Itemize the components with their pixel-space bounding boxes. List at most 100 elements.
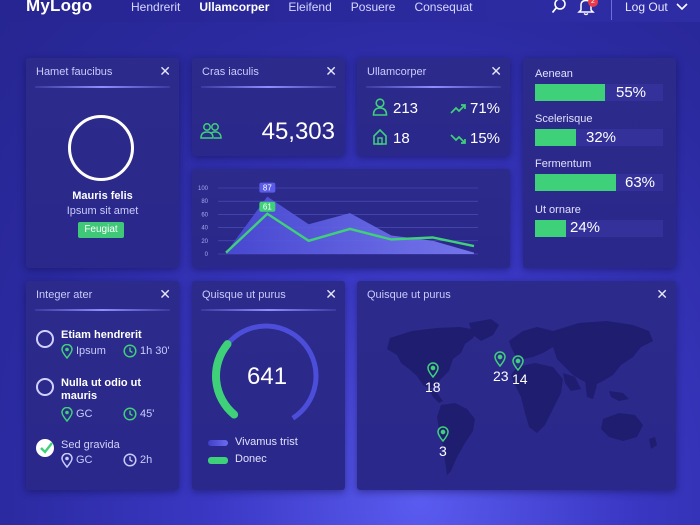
main-nav: Hendrerit Ullamcorper Eleifend Posuere C… [131, 0, 492, 14]
close-icon[interactable]: ✕ [656, 286, 668, 302]
chart-badge-top [259, 182, 276, 193]
chart-data-label: 87 [263, 184, 272, 193]
trend-down-icon [450, 134, 466, 144]
panel-divider [35, 86, 170, 88]
progress-track-aenean [535, 84, 663, 101]
tasks-panel: Integer ater ✕ Etiam hendrerit Ipsum 1h … [26, 281, 179, 490]
chevron-down-icon[interactable] [675, 1, 689, 13]
tasks-panel-title: Integer ater [36, 289, 93, 301]
progress-label-fermentum: Fermentum [535, 158, 592, 170]
nav-hendrerit[interactable]: Hendrerit [131, 0, 181, 14]
area-chart-panel: 100 80 60 40 20 0 87 61 [192, 169, 510, 268]
progress-track-fermentum [535, 174, 663, 191]
map-pin-icon[interactable] [494, 351, 506, 368]
chart-line-series [225, 212, 475, 254]
checkmark-icon [40, 442, 53, 454]
chart-tick-label: 40 [201, 226, 208, 232]
map-marker-label: 18 [425, 379, 441, 395]
task-place: GC [76, 454, 93, 466]
logo[interactable]: MyLogo [26, 0, 93, 15]
progress-label-aenean: Aenean [535, 68, 573, 80]
world-map [387, 319, 657, 475]
chart-tick-label: 20 [201, 239, 208, 245]
progress-fill-scelerisque [535, 129, 576, 146]
nav-consequat[interactable]: Consequat [414, 0, 473, 14]
gauge-panel: Quisque ut purus ✕ 641 Vivamus trist Don… [192, 281, 345, 490]
stat-down-value: 15% [470, 130, 501, 147]
progress-label-scelerisque: Scelerisque [535, 113, 593, 125]
close-icon[interactable]: ✕ [325, 286, 337, 302]
map-marker-label: 14 [512, 371, 528, 387]
gauge-panel-title: Quisque ut purus [202, 289, 286, 301]
task-checkbox-checked[interactable] [36, 439, 54, 457]
users-group-icon [200, 123, 222, 139]
avatar [68, 115, 134, 181]
chart-tick-label: 80 [201, 199, 208, 205]
map-markers [427, 351, 524, 443]
header-divider [611, 0, 612, 20]
progress-track-ut-ornare [535, 220, 663, 237]
progress-fill-fermentum [535, 174, 616, 191]
clock-icon [123, 453, 137, 467]
progress-fill-aenean [535, 84, 606, 101]
close-icon[interactable]: ✕ [159, 63, 171, 79]
progress-value-scelerisque: 32% [586, 129, 617, 146]
stat-homes-value: 18 [393, 130, 410, 147]
user-icon [372, 98, 388, 116]
progress-fill-ut-ornare [535, 220, 566, 237]
map-marker-label: 23 [493, 368, 509, 384]
stats-panel-title: Ullamcorper [367, 66, 427, 78]
gauge-value: 641 [247, 363, 288, 390]
users-panel: Cras iaculis ✕ 45,303 [192, 58, 345, 156]
map-pin-icon[interactable] [437, 426, 449, 443]
close-icon[interactable]: ✕ [159, 286, 171, 302]
legend-label-vivamus: Vivamus trist [235, 436, 298, 448]
task-title: Nulla ut odio ut mauris [61, 377, 142, 402]
top-bar [0, 0, 700, 22]
nav-posuere[interactable]: Posuere [350, 0, 396, 14]
gauge-fill [212, 340, 239, 419]
close-icon[interactable]: ✕ [325, 63, 337, 79]
gauge-chart [212, 323, 319, 421]
feugiat-button[interactable]: Feugiat [78, 222, 124, 238]
stats-panel: Ullamcorper ✕ 213 71% 18 15% [357, 58, 510, 156]
close-icon[interactable]: ✕ [490, 63, 502, 79]
nav-ullamcorper[interactable]: Ullamcorper [199, 0, 270, 14]
profile-panel-title: Hamet faucibus [36, 66, 113, 78]
area-chart: 100 80 60 40 20 0 87 61 [198, 182, 478, 258]
progress-value-aenean: 55% [616, 84, 647, 101]
panel-divider [201, 309, 336, 311]
task-time: 1h 30' [140, 345, 170, 357]
chart-tick-label: 60 [201, 212, 208, 218]
task-title: Etiam hendrerit [61, 329, 142, 341]
progress-value-fermentum: 63% [625, 174, 656, 191]
map-marker-label: 3 [439, 443, 447, 459]
search-icon[interactable] [551, 0, 567, 16]
location-pin-icon [61, 407, 73, 422]
logout-link[interactable]: Log Out [625, 0, 668, 14]
chart-badge-bottom [259, 201, 276, 212]
clock-icon [123, 407, 137, 421]
progress-panel: Aenean 55% Scelerisque 32% Fermentum 63%… [523, 58, 676, 268]
nav-eleifend[interactable]: Eleifend [288, 0, 332, 14]
chart-data-label: 61 [263, 203, 272, 212]
task-place: Ipsum [76, 345, 106, 357]
home-icon [373, 128, 387, 145]
stat-up-value: 71% [470, 100, 501, 117]
location-pin-icon [61, 453, 73, 468]
profile-panel: Hamet faucibus ✕ Mauris felis Ipsum sit … [26, 58, 179, 268]
users-panel-title: Cras iaculis [202, 66, 259, 78]
task-title: Sed gravida [61, 439, 120, 451]
trend-up-icon [450, 104, 466, 114]
legend-swatch-vivamus [208, 440, 228, 446]
map-panel-title: Quisque ut purus [367, 289, 451, 301]
users-count: 45,303 [261, 118, 335, 145]
map-panel: Quisque ut purus ✕ [357, 281, 676, 490]
panel-divider [366, 86, 501, 88]
map-pin-icon[interactable] [427, 362, 439, 379]
task-checkbox[interactable] [36, 378, 54, 396]
task-time: 2h [140, 454, 153, 466]
profile-name: Mauris felis [72, 190, 133, 202]
map-pin-icon[interactable] [512, 355, 524, 372]
task-checkbox[interactable] [36, 330, 54, 348]
